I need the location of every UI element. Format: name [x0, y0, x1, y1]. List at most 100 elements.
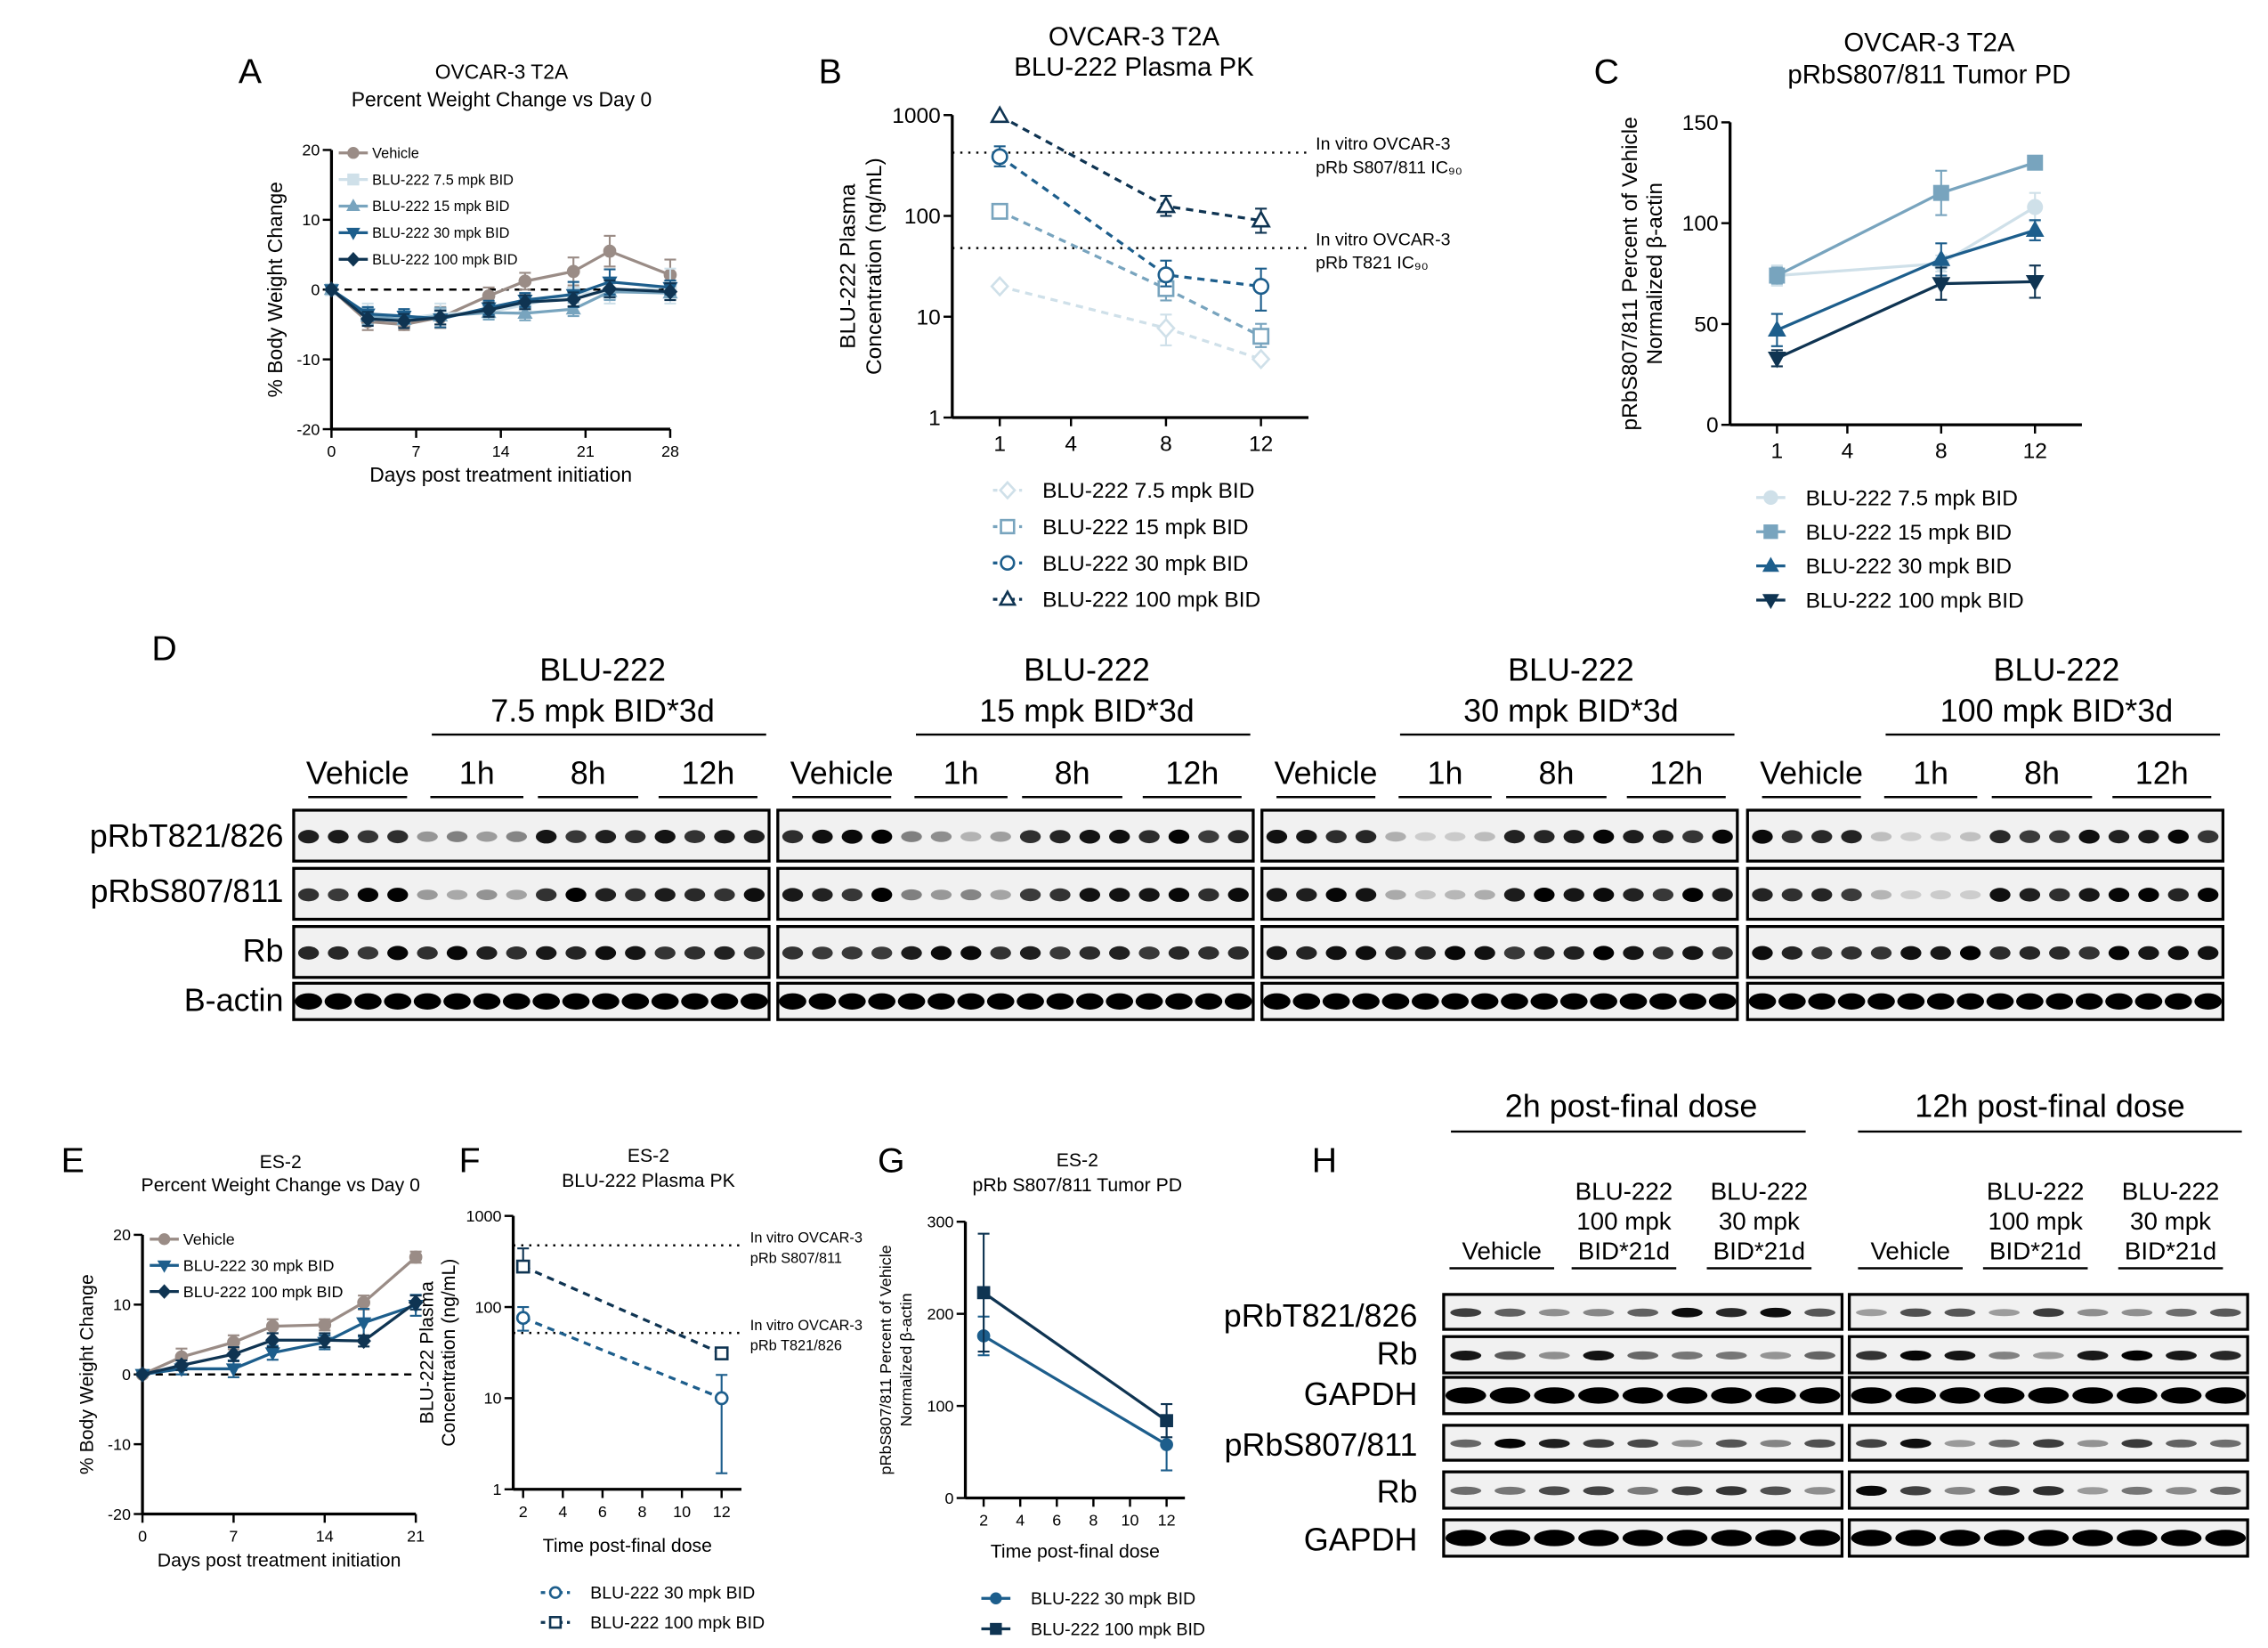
blot-strip: [292, 981, 771, 1021]
legend-label: BLU-222 100 mpk BID: [372, 252, 518, 268]
blot-band: [1450, 1308, 1482, 1318]
x-tick-label: 8: [1089, 1512, 1098, 1530]
series-2: BLU-222 15 mpk BID: [1756, 154, 2044, 545]
blot-band: [1715, 1351, 1747, 1360]
blot-row-label: Rb: [1377, 1473, 1418, 1509]
data-point: [174, 1357, 190, 1374]
lane-group-label: Vehicle: [1275, 755, 1378, 792]
blot-band: [1489, 1530, 1531, 1547]
blot-band: [1682, 830, 1704, 843]
blot-band: [1781, 946, 1803, 960]
blot-band: [1671, 1351, 1703, 1360]
x-tick-label: 14: [492, 442, 510, 460]
blot-band: [1983, 1530, 2025, 1547]
blot-band: [506, 831, 527, 842]
blot-band: [960, 889, 982, 901]
blot-band: [1760, 1440, 1792, 1448]
blot-band: [901, 831, 922, 842]
blot-band: [1355, 946, 1377, 961]
legend-label: BLU-222 30 mpk BID: [590, 1584, 755, 1603]
y-tick-label: 1000: [892, 104, 941, 128]
blot-band: [2077, 1487, 2109, 1495]
blot-band: [2160, 1530, 2202, 1547]
blot-band: [1652, 946, 1674, 960]
blot-band: [357, 830, 379, 843]
data-point: [602, 280, 618, 297]
condition-label: BLU-222: [2122, 1178, 2220, 1206]
lane-group-label: 1h: [944, 755, 979, 792]
blot-band: [446, 946, 468, 961]
blot-band: [535, 888, 557, 902]
y-axis-label: Concentration (ng/mL): [863, 158, 887, 375]
blot-strip: [1260, 981, 1739, 1021]
blot-band: [1049, 946, 1071, 960]
chart-title: Percent Weight Change vs Day 0: [142, 1175, 420, 1196]
condition-label: BLU-222: [1575, 1178, 1673, 1206]
blot-band: [2108, 888, 2130, 902]
blot-band: [1900, 946, 1922, 961]
blot-band: [1752, 888, 1773, 902]
blot-band: [1227, 888, 1249, 902]
blot-band: [1708, 993, 1737, 1010]
legend-label: BLU-222 15 mpk BID: [1806, 521, 2013, 545]
legend-marker: [1000, 555, 1016, 571]
blot-band: [1385, 832, 1406, 842]
blot-band: [1224, 993, 1252, 1010]
blot-band: [1841, 946, 1862, 960]
blot-band: [871, 888, 893, 903]
blot-band: [2077, 1309, 2109, 1317]
chart-c: OVCAR-3 T2A pRbS807/811 Tumor PD 0 50 100 150…: [1618, 28, 2082, 613]
data-point: [1155, 195, 1177, 214]
lane-group-label: Vehicle: [1760, 755, 1863, 792]
data-point: [518, 274, 532, 288]
blot-band: [2108, 946, 2130, 961]
blot-band: [1899, 1486, 1932, 1496]
blot-band: [1804, 1487, 1835, 1495]
x-tick-label: 2: [519, 1503, 528, 1521]
blot-band: [625, 888, 646, 902]
blot-band: [782, 830, 804, 844]
blot-band: [1989, 888, 2011, 902]
series-line: [999, 155, 1261, 288]
blot-band: [417, 889, 438, 900]
blot-band: [1899, 1438, 1932, 1449]
data-point: [517, 304, 533, 319]
blot-band: [417, 831, 438, 842]
blot-band: [960, 946, 982, 961]
blot-band: [1503, 888, 1526, 902]
blot-band: [1578, 1387, 1619, 1404]
legend-label: BLU-222 100 mpk BID: [1031, 1620, 1205, 1639]
blot-band: [1474, 832, 1495, 842]
x-tick-label: 12: [1249, 433, 1273, 457]
condition-label: 100 mpk: [1988, 1207, 2083, 1235]
blot-band: [2194, 993, 2223, 1010]
blot-band: [2197, 830, 2219, 843]
data-point: [603, 244, 617, 258]
blot-band: [1671, 1307, 1703, 1318]
blot-band: [2045, 993, 2074, 1010]
blot-band: [782, 946, 804, 960]
blot-band: [565, 830, 587, 843]
data-point: [318, 1318, 332, 1332]
blot-band: [1760, 1307, 1792, 1318]
blot-band: [506, 946, 527, 960]
blot-band: [1870, 832, 1892, 842]
series-line: [999, 285, 1262, 361]
blot-band: [1227, 830, 1249, 844]
reference-line-label: pRb T821/826: [750, 1338, 842, 1354]
y-axis-label: % Body Weight Change: [263, 182, 287, 397]
blot-band: [1292, 993, 1321, 1010]
blot-band: [841, 829, 863, 844]
blot-band: [1752, 946, 1773, 961]
data-point: [1251, 209, 1271, 228]
blot-band: [328, 830, 349, 844]
blot-band: [901, 946, 922, 960]
data-point: [356, 1317, 372, 1331]
blot-band: [1079, 829, 1101, 844]
lane-group-label: Vehicle: [790, 755, 894, 792]
legend-label: BLU-222 7.5 mpk BID: [1806, 486, 2018, 510]
data-point: [1767, 352, 1786, 369]
blot-band: [1622, 1530, 1664, 1547]
legend-label: BLU-222 100 mpk BID: [183, 1283, 344, 1301]
